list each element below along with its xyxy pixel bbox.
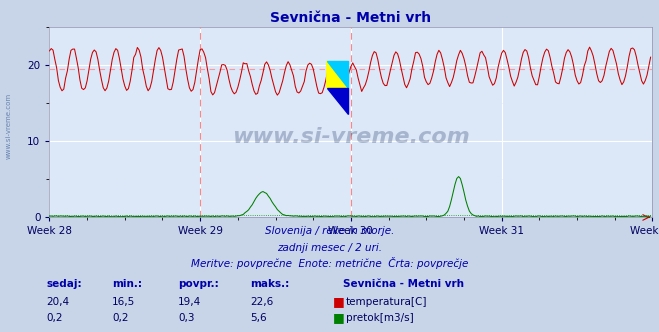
Text: 22,6: 22,6 xyxy=(250,297,273,307)
Text: 5,6: 5,6 xyxy=(250,313,267,323)
Text: 20,4: 20,4 xyxy=(46,297,69,307)
Polygon shape xyxy=(327,61,349,88)
Text: www.si-vreme.com: www.si-vreme.com xyxy=(232,127,470,147)
Text: 19,4: 19,4 xyxy=(178,297,201,307)
Text: min.:: min.: xyxy=(112,279,142,289)
Title: Sevnična - Metni vrh: Sevnična - Metni vrh xyxy=(270,11,432,25)
Text: povpr.:: povpr.: xyxy=(178,279,219,289)
Text: ■: ■ xyxy=(333,295,345,308)
Text: zadnji mesec / 2 uri.: zadnji mesec / 2 uri. xyxy=(277,243,382,253)
Text: 16,5: 16,5 xyxy=(112,297,135,307)
Text: ■: ■ xyxy=(333,311,345,324)
Text: 0,2: 0,2 xyxy=(46,313,63,323)
Text: maks.:: maks.: xyxy=(250,279,290,289)
Polygon shape xyxy=(327,61,349,88)
Text: 0,3: 0,3 xyxy=(178,313,194,323)
Text: Meritve: povprečne  Enote: metrične  Črta: povprečje: Meritve: povprečne Enote: metrične Črta:… xyxy=(191,257,468,269)
Text: pretok[m3/s]: pretok[m3/s] xyxy=(346,313,414,323)
Text: temperatura[C]: temperatura[C] xyxy=(346,297,428,307)
Text: sedaj:: sedaj: xyxy=(46,279,82,289)
Text: www.si-vreme.com: www.si-vreme.com xyxy=(5,93,12,159)
Text: 0,2: 0,2 xyxy=(112,313,129,323)
Text: Slovenija / reke in morje.: Slovenija / reke in morje. xyxy=(265,226,394,236)
Polygon shape xyxy=(327,88,349,114)
Text: Sevnična - Metni vrh: Sevnična - Metni vrh xyxy=(343,279,464,289)
